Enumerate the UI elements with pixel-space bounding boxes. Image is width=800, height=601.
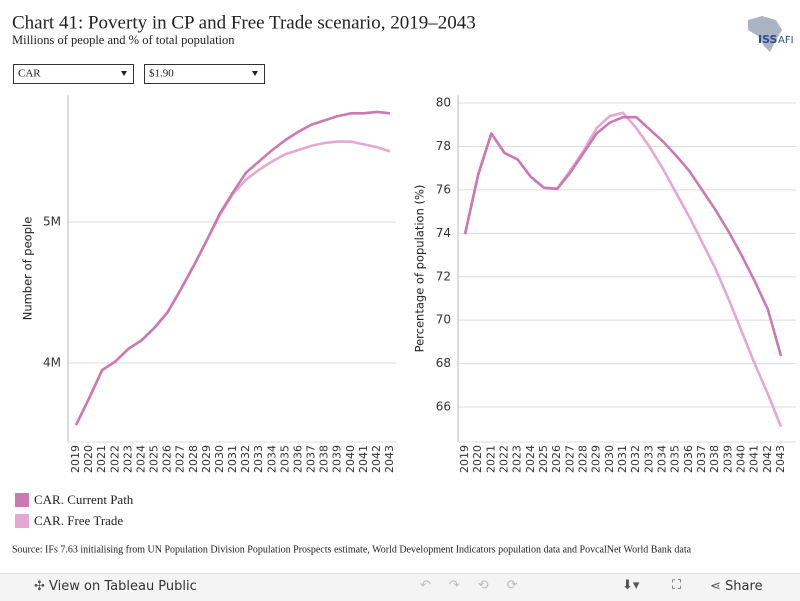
undo-redo-icons[interactable]: ↶↷⟲⟳ bbox=[420, 578, 536, 593]
dashboard: Chart 41: Poverty in CP and Free Trade s… bbox=[12, 12, 796, 555]
legend-label: CAR. Current Path bbox=[34, 492, 134, 507]
subtitle: Millions of people and % of total popula… bbox=[12, 33, 235, 47]
y-tick-label: 66 bbox=[436, 400, 451, 414]
logo-map bbox=[748, 16, 782, 52]
logo-text: ISS bbox=[758, 33, 778, 46]
x-tick-label: 2034 bbox=[265, 445, 278, 473]
x-tick-label: 2029 bbox=[590, 445, 603, 473]
x-tick-label: 2043 bbox=[774, 445, 787, 473]
x-tick-label: 2033 bbox=[642, 445, 655, 473]
x-tick-label: 2041 bbox=[748, 445, 761, 473]
x-tick-label: 2026 bbox=[550, 445, 563, 473]
x-tick-label: 2020 bbox=[82, 445, 95, 473]
x-tick-label: 2024 bbox=[524, 445, 537, 473]
x-tick-label: 2019 bbox=[458, 445, 471, 473]
dropdown-box[interactable] bbox=[144, 64, 265, 84]
x-tick-label: 2029 bbox=[200, 445, 213, 473]
x-tick-label: 2038 bbox=[318, 445, 331, 473]
x-tick-label: 2042 bbox=[761, 445, 774, 473]
x-tick-label: 2021 bbox=[95, 445, 108, 473]
x-tick-label: 2043 bbox=[383, 445, 396, 473]
x-tick-label: 2039 bbox=[721, 445, 734, 473]
dropdown-arrow[interactable] bbox=[121, 71, 127, 76]
dropdown-value[interactable]: CAR bbox=[18, 68, 41, 80]
series-line: CAR. Free Trade bbox=[463, 111, 783, 428]
x-tick-label: 2037 bbox=[695, 445, 708, 473]
x-tick-label: 2037 bbox=[305, 445, 318, 473]
x-tick-label: 2038 bbox=[708, 445, 721, 473]
dropdown-value[interactable]: $1.90 bbox=[149, 68, 174, 80]
x-tick-label: 2040 bbox=[735, 445, 748, 473]
source-note: Source: IFs 7.63 initialising from UN Po… bbox=[12, 544, 692, 555]
x-tick-label: 2031 bbox=[616, 445, 629, 473]
legend-swatch bbox=[15, 514, 29, 528]
dropdown-arrow[interactable] bbox=[252, 71, 258, 76]
x-tick-label: 2022 bbox=[498, 445, 511, 473]
y-tick-label: 68 bbox=[436, 356, 451, 370]
y-axis-title: Percentage of population (%) bbox=[413, 185, 427, 353]
share-button[interactable]: ⋖ Share bbox=[710, 579, 763, 594]
x-tick-label: 2042 bbox=[370, 445, 383, 473]
x-tick-label: 2036 bbox=[682, 445, 695, 473]
fullscreen-icon[interactable]: ⛶ bbox=[672, 578, 682, 593]
series-line: CAR. Current Path bbox=[74, 110, 391, 426]
x-tick-label: 2019 bbox=[69, 445, 82, 473]
view-label[interactable]: View on Tableau Public bbox=[49, 579, 197, 594]
x-tick-label: 2031 bbox=[226, 445, 239, 473]
y-tick-label: 70 bbox=[436, 313, 451, 327]
x-tick-label: 2032 bbox=[239, 445, 252, 473]
x-tick-label: 2020 bbox=[471, 445, 484, 473]
series-line: CAR. Free Trade bbox=[74, 140, 391, 426]
x-tick-label: 2023 bbox=[121, 445, 134, 473]
x-tick-label: 2025 bbox=[148, 445, 161, 473]
x-tick-label: 2027 bbox=[174, 445, 187, 473]
x-tick-label: 2025 bbox=[537, 445, 550, 473]
y-tick-label: 80 bbox=[436, 96, 451, 110]
x-tick-label: 2027 bbox=[563, 445, 576, 473]
x-tick-label: 2034 bbox=[656, 445, 669, 473]
title: Chart 41: Poverty in CP and Free Trade s… bbox=[12, 12, 476, 33]
dropdown-box[interactable] bbox=[13, 64, 134, 84]
filter[interactable]: CAR bbox=[13, 64, 134, 84]
x-tick-label: 2024 bbox=[134, 445, 147, 473]
x-tick-label: 2028 bbox=[577, 445, 590, 473]
legend-swatch bbox=[15, 493, 29, 507]
y-tick-label: 4M bbox=[43, 356, 61, 370]
x-tick-label: 2035 bbox=[669, 445, 682, 473]
y-tick-label: 5M bbox=[43, 214, 61, 228]
x-tick-label: 2023 bbox=[511, 445, 524, 473]
logo: ISS AFI bbox=[748, 16, 794, 52]
logo-text: AFI bbox=[778, 35, 794, 46]
x-tick-label: 2041 bbox=[357, 445, 370, 473]
share-label[interactable]: Share bbox=[725, 579, 763, 594]
y-tick-label: 76 bbox=[436, 182, 451, 196]
x-tick-label: 2032 bbox=[629, 445, 642, 473]
y-tick-label: 72 bbox=[436, 269, 451, 283]
x-tick-label: 2030 bbox=[603, 445, 616, 473]
x-tick-label: 2039 bbox=[331, 445, 344, 473]
x-tick-label: 2028 bbox=[187, 445, 200, 473]
x-tick-label: 2030 bbox=[213, 445, 226, 473]
x-tick-label: 2036 bbox=[291, 445, 304, 473]
y-axis-title: Number of people bbox=[21, 217, 35, 321]
x-tick-label: 2026 bbox=[161, 445, 174, 473]
y-tick-label: 78 bbox=[436, 139, 451, 153]
x-tick-label: 2040 bbox=[344, 445, 357, 473]
x-tick-label: 2021 bbox=[484, 445, 497, 473]
x-tick-label: 2022 bbox=[108, 445, 121, 473]
series-line: CAR. Current Path bbox=[463, 115, 783, 357]
x-tick-label: 2033 bbox=[252, 445, 265, 473]
view-link[interactable]: ✣ View on Tableau Public bbox=[34, 579, 197, 594]
toolbar: ✣ View on Tableau Public ↶↷⟲⟳ ⬇▾ ⛶ ⋖ Sha… bbox=[0, 573, 800, 601]
y-tick-label: 74 bbox=[436, 226, 451, 240]
legend-label: CAR. Free Trade bbox=[34, 513, 123, 528]
download-icon[interactable]: ⬇▾ bbox=[622, 578, 640, 593]
filter[interactable]: $1.90 bbox=[144, 64, 265, 84]
x-tick-label: 2035 bbox=[278, 445, 291, 473]
